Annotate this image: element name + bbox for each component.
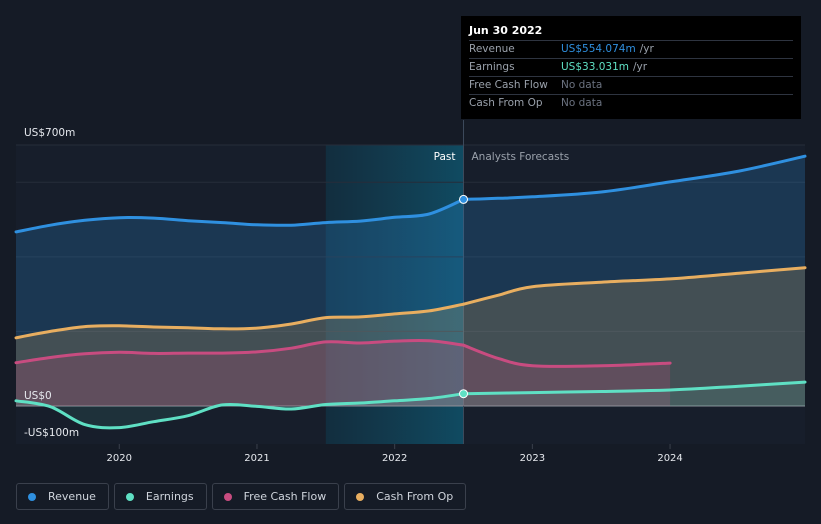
tooltip-value: US$33.031m (561, 61, 629, 73)
x-tick-label: 2024 (657, 453, 682, 464)
cash-from-op-forecast-line (462, 266, 807, 306)
tooltip-label: Cash From Op (469, 97, 543, 109)
tooltip-label: Revenue (469, 43, 515, 55)
cash-from-op-dot-icon (356, 492, 365, 501)
revenue-dot-icon (28, 492, 36, 501)
y-label-bottom: -US$100m (24, 427, 79, 439)
legend-item-earnings[interactable]: Earnings (113, 483, 207, 510)
free-cash-flow-forecast-line (462, 343, 672, 368)
earnings-marker (459, 389, 469, 399)
past-region-band (325, 145, 464, 444)
tooltip-row-revenue: Revenue US$554.074m /yr (469, 40, 793, 58)
x-tick-label: 2020 (107, 453, 132, 464)
tooltip-unit: /yr (633, 61, 648, 73)
legend-label: Cash From Op (376, 490, 454, 503)
earnings-dot-icon (125, 492, 134, 501)
x-tick-label: 2021 (244, 453, 269, 464)
tooltip-value: US$554.074m (561, 43, 636, 55)
tooltip-value: No data (561, 97, 603, 109)
tooltip-row-free-cash-flow: Free Cash Flow No data (469, 76, 793, 94)
cash-from-op-past-line (14, 302, 465, 340)
earnings-forecast-line (462, 380, 807, 396)
free-cash-flow-past-line (14, 339, 465, 365)
x-tick-label: 2022 (382, 453, 407, 464)
tooltip-row-earnings: Earnings US$33.031m /yr (469, 58, 793, 76)
y-label-top: US$700m (24, 127, 75, 139)
legend-label: Free Cash Flow (243, 490, 327, 503)
past-label: Past (434, 151, 456, 163)
revenue-marker (459, 194, 469, 204)
legend: Revenue Earnings Free Cash Flow Cash Fro… (16, 483, 471, 510)
tooltip-label: Earnings (469, 61, 515, 73)
revenue-area (16, 156, 805, 406)
legend-label: Earnings (145, 490, 194, 503)
revenue-past-line (14, 197, 465, 234)
cash-from-op-area (16, 267, 805, 406)
forecast-label: Analysts Forecasts (472, 151, 570, 163)
x-tick-label: 2023 (520, 453, 545, 464)
tooltip-label: Free Cash Flow (469, 79, 548, 91)
earnings-area (16, 382, 805, 428)
revenue-forecast-line (462, 154, 807, 201)
tooltip-date: Jun 30 2022 (469, 24, 543, 37)
legend-label: Revenue (48, 490, 96, 503)
legend-item-cash-from-op[interactable]: Cash From Op (344, 483, 467, 510)
y-label-zero: US$0 (24, 390, 52, 402)
legend-item-free-cash-flow[interactable]: Free Cash Flow (211, 483, 340, 510)
free-cash-flow-area (16, 340, 671, 406)
chart-canvas: US$700m US$0 -US$100m Past Analysts Forecast… (14, 120, 807, 464)
free-cash-flow-dot-icon (223, 492, 232, 501)
tooltip-row-cash-from-op: Cash From Op No data (469, 94, 793, 112)
tooltip-unit: /yr (639, 43, 654, 55)
earnings-past-line (14, 392, 465, 430)
tooltip-value: No data (561, 79, 603, 91)
legend-item-revenue[interactable]: Revenue (16, 483, 109, 510)
tooltip: Jun 30 2022 Revenue US$554.074m /yr Earn… (461, 16, 801, 119)
